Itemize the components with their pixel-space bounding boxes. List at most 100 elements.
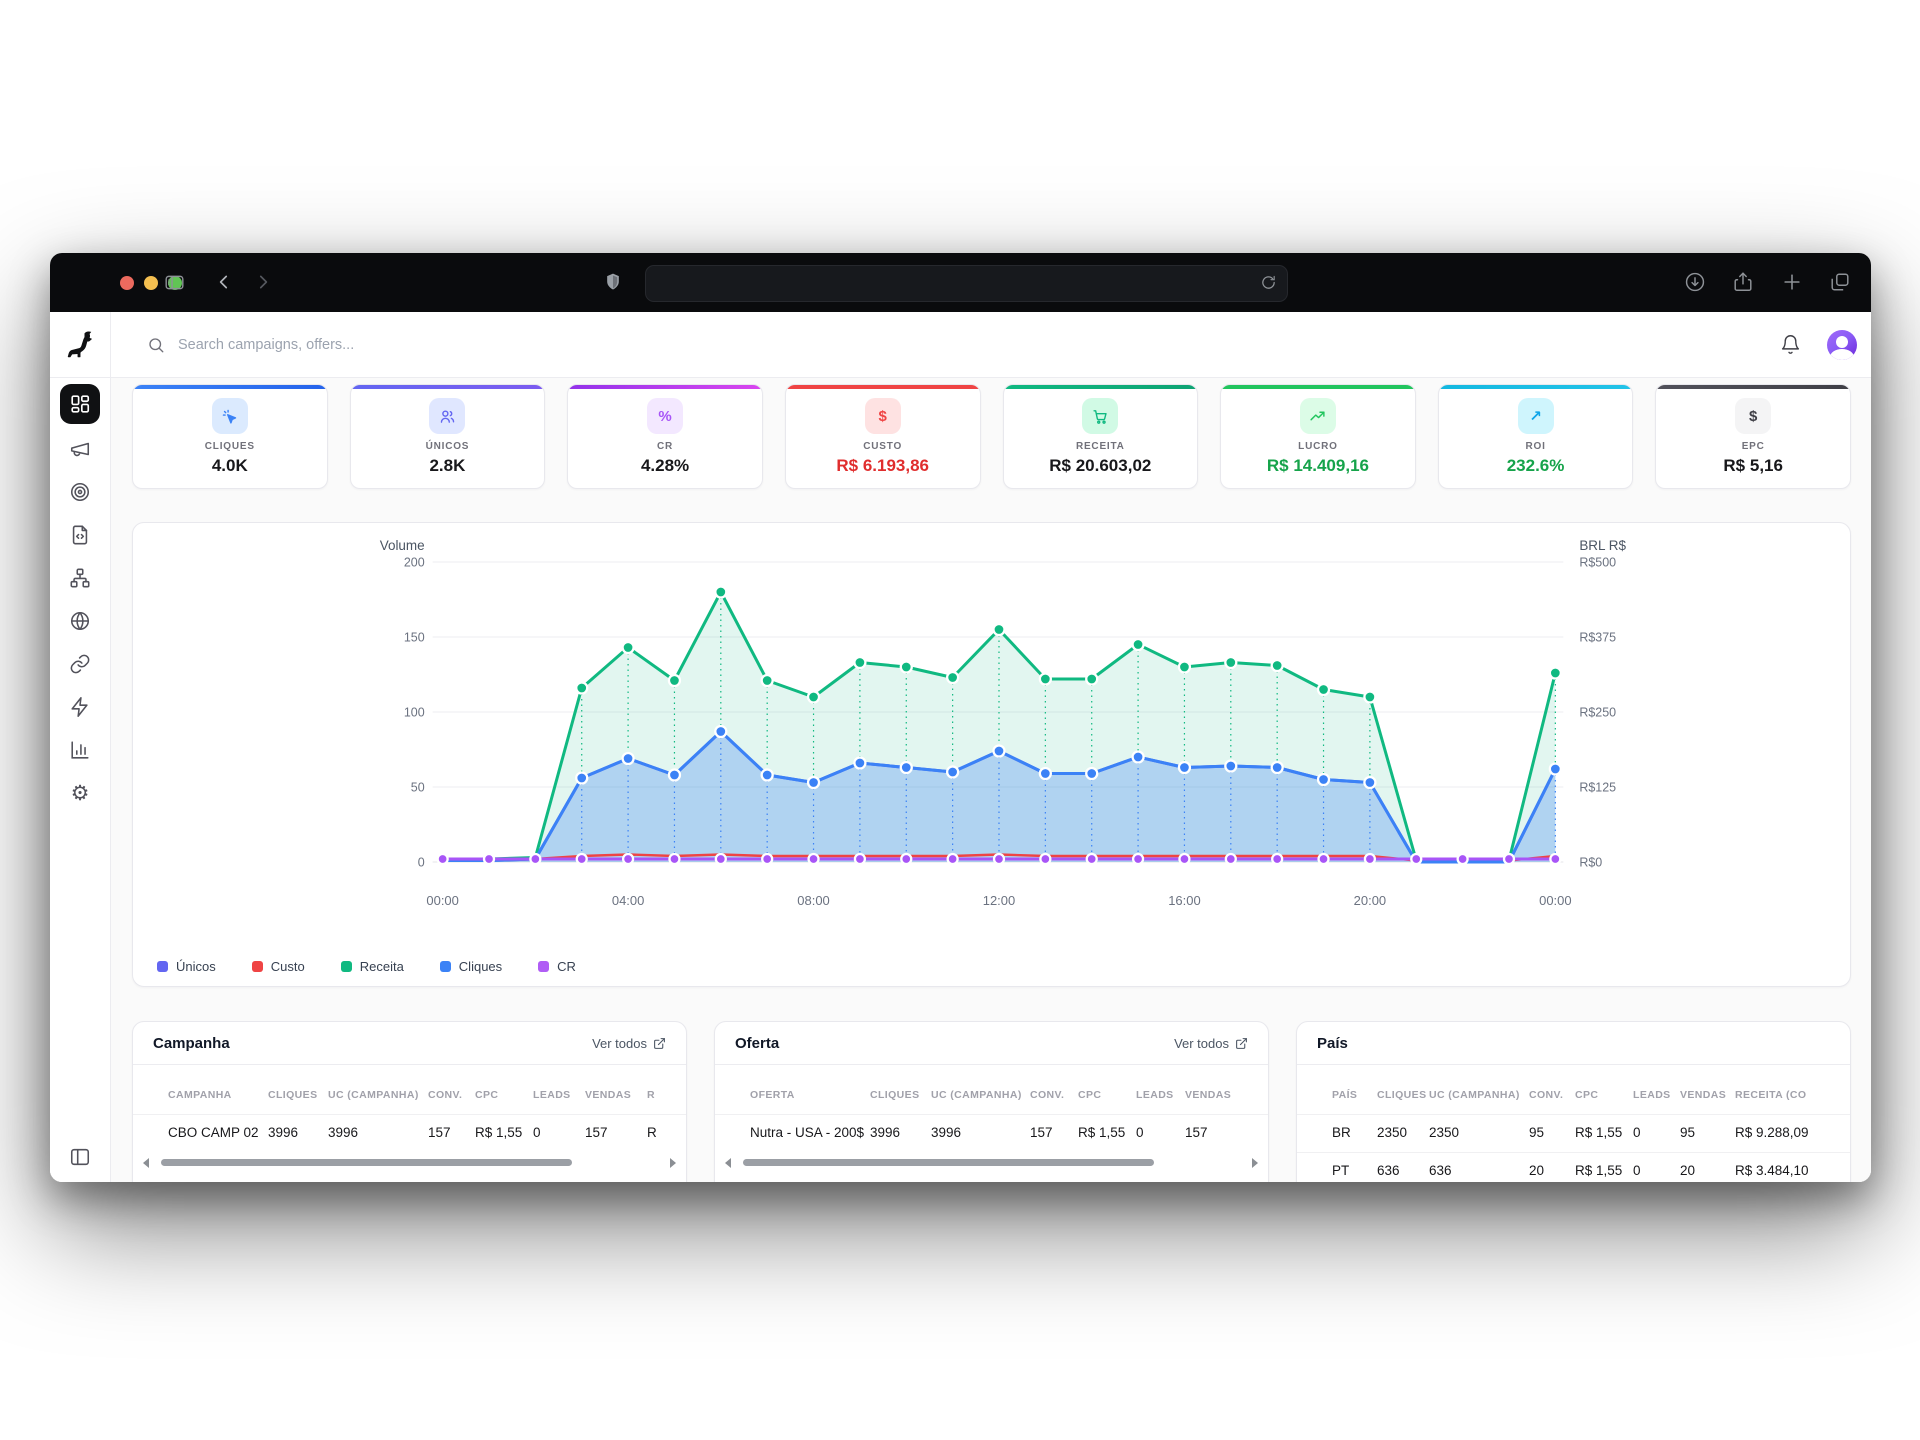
share-icon[interactable]	[1732, 271, 1754, 293]
table-cell: 20	[1680, 1163, 1696, 1178]
kpi-card-roi[interactable]: ↗ ROI 232.6%	[1437, 384, 1634, 489]
sidebar-item-network[interactable]	[68, 566, 92, 590]
scroll-left-arrow-icon[interactable]	[725, 1157, 731, 1168]
table-cell: 157	[428, 1125, 451, 1140]
kpi-card-lucro[interactable]: LUCRO R$ 14.409,16	[1220, 384, 1416, 489]
table-card-header: País	[1297, 1022, 1850, 1065]
sidebar-item-links[interactable]	[68, 652, 92, 676]
legend-item[interactable]: Receita	[340, 959, 404, 974]
table-cell: 95	[1529, 1125, 1545, 1140]
table-cell: 3996	[268, 1125, 299, 1140]
sidebar-item-reports[interactable]	[68, 738, 92, 762]
reload-icon[interactable]	[1260, 274, 1277, 291]
table-cell: 0	[1633, 1163, 1641, 1178]
svg-text:00:00: 00:00	[426, 893, 458, 908]
column-header: UC (CAMPANHA)	[931, 1089, 1022, 1101]
svg-text:08:00: 08:00	[797, 893, 829, 908]
horizontal-scrollbar[interactable]	[721, 1155, 1262, 1169]
legend-item[interactable]: Custo	[251, 959, 305, 974]
back-icon[interactable]	[215, 273, 233, 291]
scroll-right-arrow-icon[interactable]	[1252, 1157, 1258, 1168]
table-row[interactable]: Nutra - USA - 200$ 3996 3996 157 R$ 1,55 0 157	[715, 1114, 1268, 1152]
legend-swatch	[439, 961, 451, 972]
sidebar-item-campaigns[interactable]	[68, 437, 92, 461]
time-series-chart[interactable]: 0 R$0 50 R$125 100 R$250 150 R$375 200 R$500 Volum…	[133, 523, 1850, 938]
bell-icon	[1781, 335, 1800, 354]
scroll-right-arrow-icon[interactable]	[670, 1157, 676, 1168]
kpi-accent-bar	[1003, 385, 1198, 389]
kpi-card-receita[interactable]: RECEITA R$ 20.603,02	[1002, 384, 1199, 489]
sidebar-item-settings[interactable]: ⚙	[68, 781, 92, 805]
legend-item[interactable]: Únicos	[157, 959, 216, 974]
sidebar: ⚙	[50, 312, 111, 1182]
svg-text:50: 50	[411, 780, 425, 794]
kpi-value: R$ 5,16	[1723, 456, 1783, 475]
shield-icon[interactable]	[603, 272, 623, 292]
kpi-value: 2.8K	[429, 456, 466, 475]
table-body: OFERTA CLIQUES UC (CAMPANHA) CONV. CPC LEADS V…	[715, 1065, 1268, 1152]
table-cell: 3996	[931, 1125, 962, 1140]
column-header: CLIQUES	[1377, 1089, 1427, 1101]
table-header-row: PAÍS CLIQUES UC (CAMPANHA) CONV. CPC LEADS VEN…	[1297, 1065, 1850, 1114]
table-cell: 157	[1185, 1125, 1208, 1140]
table-row[interactable]: PT 636 636 20 R$ 1,55 0 20 R$ 3.484,10	[1297, 1152, 1850, 1182]
dashboard-grid-icon	[71, 395, 90, 413]
kpi-card-cr[interactable]: % CR 4.28%	[567, 384, 763, 489]
scrollbar-thumb[interactable]	[161, 1158, 573, 1166]
sidebar-item-automations[interactable]	[68, 695, 92, 719]
notifications-button[interactable]	[1780, 334, 1801, 355]
legend-swatch	[340, 961, 352, 972]
sidebar-item-targets[interactable]	[68, 480, 92, 504]
tab-overview-icon[interactable]	[1829, 271, 1851, 293]
kpi-card-unicos[interactable]: ÚNICOS 2.8K	[349, 384, 546, 489]
table-cell: BR	[1332, 1125, 1351, 1140]
app-header: Search campaigns, offers...	[111, 312, 1871, 378]
percent-icon: %	[647, 398, 684, 434]
downloads-icon[interactable]	[1684, 271, 1706, 293]
chart-legend: Únicos Custo Receita Cliques CR	[157, 959, 576, 974]
sidebar-item-domains[interactable]	[68, 609, 92, 633]
cursor-click-icon	[211, 398, 248, 434]
forward-icon[interactable]	[254, 273, 272, 291]
table-row[interactable]: BR 2350 2350 95 R$ 1,55 0 95 R$ 9.288,09	[1297, 1114, 1850, 1152]
user-avatar[interactable]	[1827, 329, 1857, 360]
kpi-card-cliques[interactable]: CLIQUES 4.0K	[132, 384, 328, 489]
sidebar-item-scripts[interactable]	[68, 523, 92, 547]
scrollbar-thumb[interactable]	[743, 1158, 1155, 1166]
ver-todos-link[interactable]: Ver todos	[1174, 1036, 1248, 1051]
sidebar-collapse-toggle[interactable]	[50, 1146, 110, 1168]
horizontal-scrollbar[interactable]	[139, 1155, 680, 1169]
close-window-button[interactable]	[120, 275, 134, 290]
table-cell: R$ 1,55	[1078, 1125, 1126, 1140]
sidebar-item-dashboard[interactable]	[60, 384, 100, 424]
kpi-card-custo[interactable]: $ CUSTO R$ 6.193,86	[784, 384, 981, 489]
scroll-left-arrow-icon[interactable]	[143, 1157, 149, 1168]
table-title: Campanha	[153, 1034, 230, 1052]
address-bar[interactable]	[645, 265, 1288, 302]
browser-sidebar-toggle-icon[interactable]	[164, 272, 185, 293]
kpi-label: CUSTO	[863, 441, 903, 452]
table-cell: CBO CAMP 02	[168, 1125, 259, 1140]
kpi-accent-bar	[1221, 385, 1415, 389]
minimize-window-button[interactable]	[144, 275, 158, 290]
ver-todos-link[interactable]: Ver todos	[592, 1036, 666, 1051]
kpi-value: 4.28%	[640, 456, 690, 475]
svg-text:Volume: Volume	[380, 538, 425, 553]
svg-text:0: 0	[418, 855, 425, 869]
table-cell: R$ 3.484,10	[1735, 1163, 1809, 1178]
legend-item[interactable]: CR	[538, 959, 576, 974]
column-header: OFERTA	[750, 1089, 795, 1101]
kpi-label: ROI	[1525, 441, 1546, 452]
svg-text:R$500: R$500	[1579, 555, 1616, 569]
kpi-card-epc[interactable]: $ EPC R$ 5,16	[1655, 384, 1851, 489]
column-header: LEADS	[1136, 1089, 1174, 1101]
new-tab-icon[interactable]	[1781, 271, 1803, 293]
table-cell: 95	[1680, 1125, 1696, 1140]
legend-item[interactable]: Cliques	[439, 959, 502, 974]
table-row[interactable]: CBO CAMP 02 3996 3996 157 R$ 1,55 0 157 R	[133, 1114, 686, 1152]
kpi-accent-bar	[568, 385, 762, 389]
app-logo[interactable]	[50, 330, 110, 360]
search-input[interactable]: Search campaigns, offers...	[147, 336, 1780, 354]
column-header: LEADS	[533, 1089, 571, 1101]
cart-icon	[1082, 398, 1119, 434]
